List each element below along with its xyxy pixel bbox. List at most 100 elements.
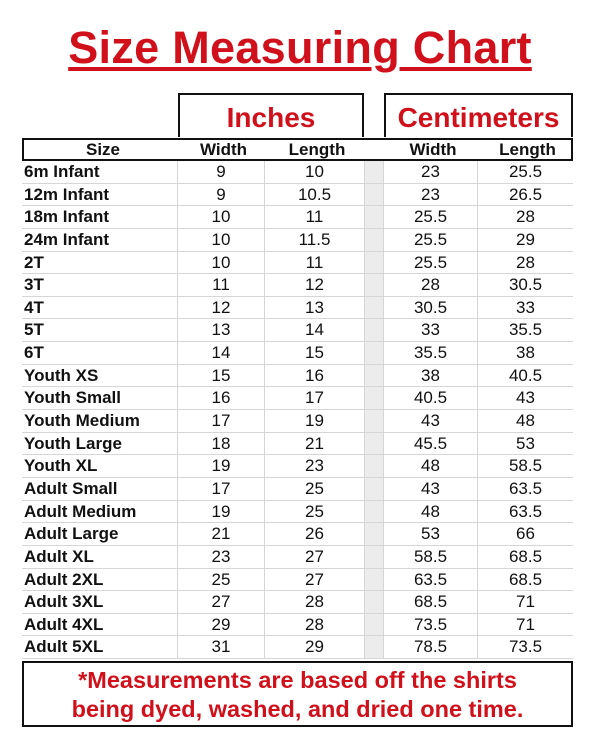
- column-spacer: [365, 274, 384, 296]
- cell-cm-width: 43: [384, 477, 478, 500]
- cell-cm-width: 45.5: [384, 432, 478, 455]
- cell-cm-length: 38: [516, 343, 535, 363]
- header-size: Size: [85, 140, 121, 159]
- cell-cm-length: 29: [516, 229, 535, 249]
- cell-size: 6T: [22, 342, 178, 364]
- cell-inches-width: 10: [178, 206, 265, 228]
- cell-cm-width: 25.5: [384, 206, 478, 228]
- cell-inches-width: 27: [178, 591, 265, 613]
- table-row: 18m Infant 10 11 25.5 28: [22, 206, 573, 229]
- column-spacer: [365, 568, 384, 591]
- cell-inches-width: 17: [178, 477, 265, 500]
- cell-inches-length: 28: [265, 613, 365, 636]
- cell-inches-length: 25: [265, 477, 365, 500]
- cell-cm-length: 73.5: [508, 637, 543, 657]
- column-spacer: [365, 432, 384, 455]
- size-table: Size Width Length Width Length 6m Infant…: [22, 138, 573, 660]
- cell-size: Youth Medium: [22, 410, 178, 432]
- column-spacer: [365, 387, 384, 410]
- cell-size: Adult 5XL: [22, 636, 178, 659]
- cell-inches-length: 19: [265, 410, 365, 432]
- cell-cm-width: 33: [384, 319, 478, 342]
- table-header-row: Size Width Length Width Length: [22, 138, 573, 161]
- cell-cm-length: 71: [516, 592, 535, 612]
- cell-inches-length: 27: [265, 545, 365, 568]
- cell-cm-length: 71: [516, 614, 535, 634]
- cell-cm-width: 73.5: [384, 613, 478, 636]
- table-row: Youth XS 15 16 38 40.5: [22, 364, 573, 388]
- cell-size: Adult Medium: [22, 500, 178, 523]
- cell-size: Youth Small: [22, 387, 178, 410]
- table-body: 6m Infant 9 10 23 25.5 12m Infant 9 10.5 23 26.5 1…: [22, 161, 573, 660]
- cell-cm-width: 35.5: [384, 342, 478, 364]
- cell-inches-length: 12: [265, 274, 365, 296]
- cell-cm-width: 43: [384, 410, 478, 432]
- cell-inches-length: 26: [265, 523, 365, 545]
- cell-inches-length: 21: [265, 432, 365, 455]
- cell-size: Youth Large: [22, 432, 178, 455]
- cell-inches-width: 31: [178, 636, 265, 659]
- cell-cm-width: 48: [384, 500, 478, 523]
- table-row: Adult 4XL 29 28 73.5 71: [22, 613, 573, 637]
- cell-size: 18m Infant: [22, 206, 178, 228]
- cell-cm-width: 38: [384, 364, 478, 387]
- cell-inches-length: 10.5: [265, 183, 365, 206]
- page-title: Size Measuring Chart: [68, 22, 532, 73]
- table-row: Youth XL 19 23 48 58.5: [22, 455, 573, 478]
- cell-size: 24m Infant: [22, 228, 178, 251]
- cell-inches-width: 9: [178, 183, 265, 206]
- cell-cm-length: 48: [516, 411, 535, 431]
- cell-size: 2T: [22, 251, 178, 274]
- column-spacer: [365, 591, 384, 613]
- cell-cm-length: 58.5: [508, 456, 543, 476]
- table-row: Adult 5XL 31 29 78.5 73.5: [22, 636, 573, 660]
- cell-cm-width: 68.5: [384, 591, 478, 613]
- cell-inches-width: 10: [178, 228, 265, 251]
- cell-inches-width: 10: [178, 251, 265, 274]
- footnote: *Measurements are based off the shirts b…: [22, 661, 573, 727]
- column-spacer: [365, 251, 384, 274]
- cell-size: 3T: [22, 274, 178, 296]
- table-row: Adult 2XL 25 27 63.5 68.5: [22, 568, 573, 592]
- cell-size: Adult Small: [22, 477, 178, 500]
- cell-inches-length: 25: [265, 500, 365, 523]
- cell-cm-length: 28: [516, 207, 535, 227]
- table-row: Adult XL 23 27 58.5 68.5: [22, 545, 573, 569]
- cell-inches-width: 21: [178, 523, 265, 545]
- column-spacer: [365, 319, 384, 342]
- cell-cm-length: 63.5: [508, 501, 543, 521]
- cell-inches-length: 11: [265, 251, 365, 274]
- cell-cm-width: 78.5: [384, 636, 478, 659]
- cell-cm-length: 33: [516, 297, 535, 317]
- centimeters-group-header: Centimeters: [384, 93, 573, 137]
- table-row: 3T 11 12 28 30.5: [22, 274, 573, 297]
- cell-inches-length: 13: [265, 296, 365, 319]
- table-row: Adult 3XL 27 28 68.5 71: [22, 591, 573, 614]
- cell-size: Adult Large: [22, 523, 178, 545]
- column-spacer: [365, 410, 384, 432]
- cell-inches-length: 15: [265, 342, 365, 364]
- cell-cm-length: 40.5: [508, 365, 543, 385]
- header-cm-length: Length: [499, 140, 556, 159]
- table-row: 24m Infant 10 11.5 25.5 29: [22, 228, 573, 252]
- cell-inches-length: 11.5: [265, 228, 365, 251]
- cell-cm-width: 40.5: [384, 387, 478, 410]
- cell-inches-width: 14: [178, 342, 265, 364]
- header-cm-width: Width: [409, 140, 457, 159]
- column-spacer: [365, 477, 384, 500]
- cell-cm-length: 43: [516, 388, 535, 408]
- cell-size: Adult 3XL: [22, 591, 178, 613]
- cell-cm-width: 48: [384, 455, 478, 477]
- column-spacer: [365, 183, 384, 206]
- footnote-line-1: *Measurements are based off the shirts: [78, 667, 517, 693]
- column-spacer: [365, 228, 384, 251]
- cell-size: Adult 2XL: [22, 568, 178, 591]
- cell-inches-width: 23: [178, 545, 265, 568]
- cell-size: 5T: [22, 319, 178, 342]
- cell-cm-length: 28: [516, 252, 535, 272]
- cell-cm-length: 68.5: [508, 546, 543, 566]
- cell-inches-length: 11: [265, 206, 365, 228]
- cell-cm-width: 23: [384, 183, 478, 206]
- column-spacer: [365, 455, 384, 477]
- table-row: Adult Large 21 26 53 66: [22, 523, 573, 546]
